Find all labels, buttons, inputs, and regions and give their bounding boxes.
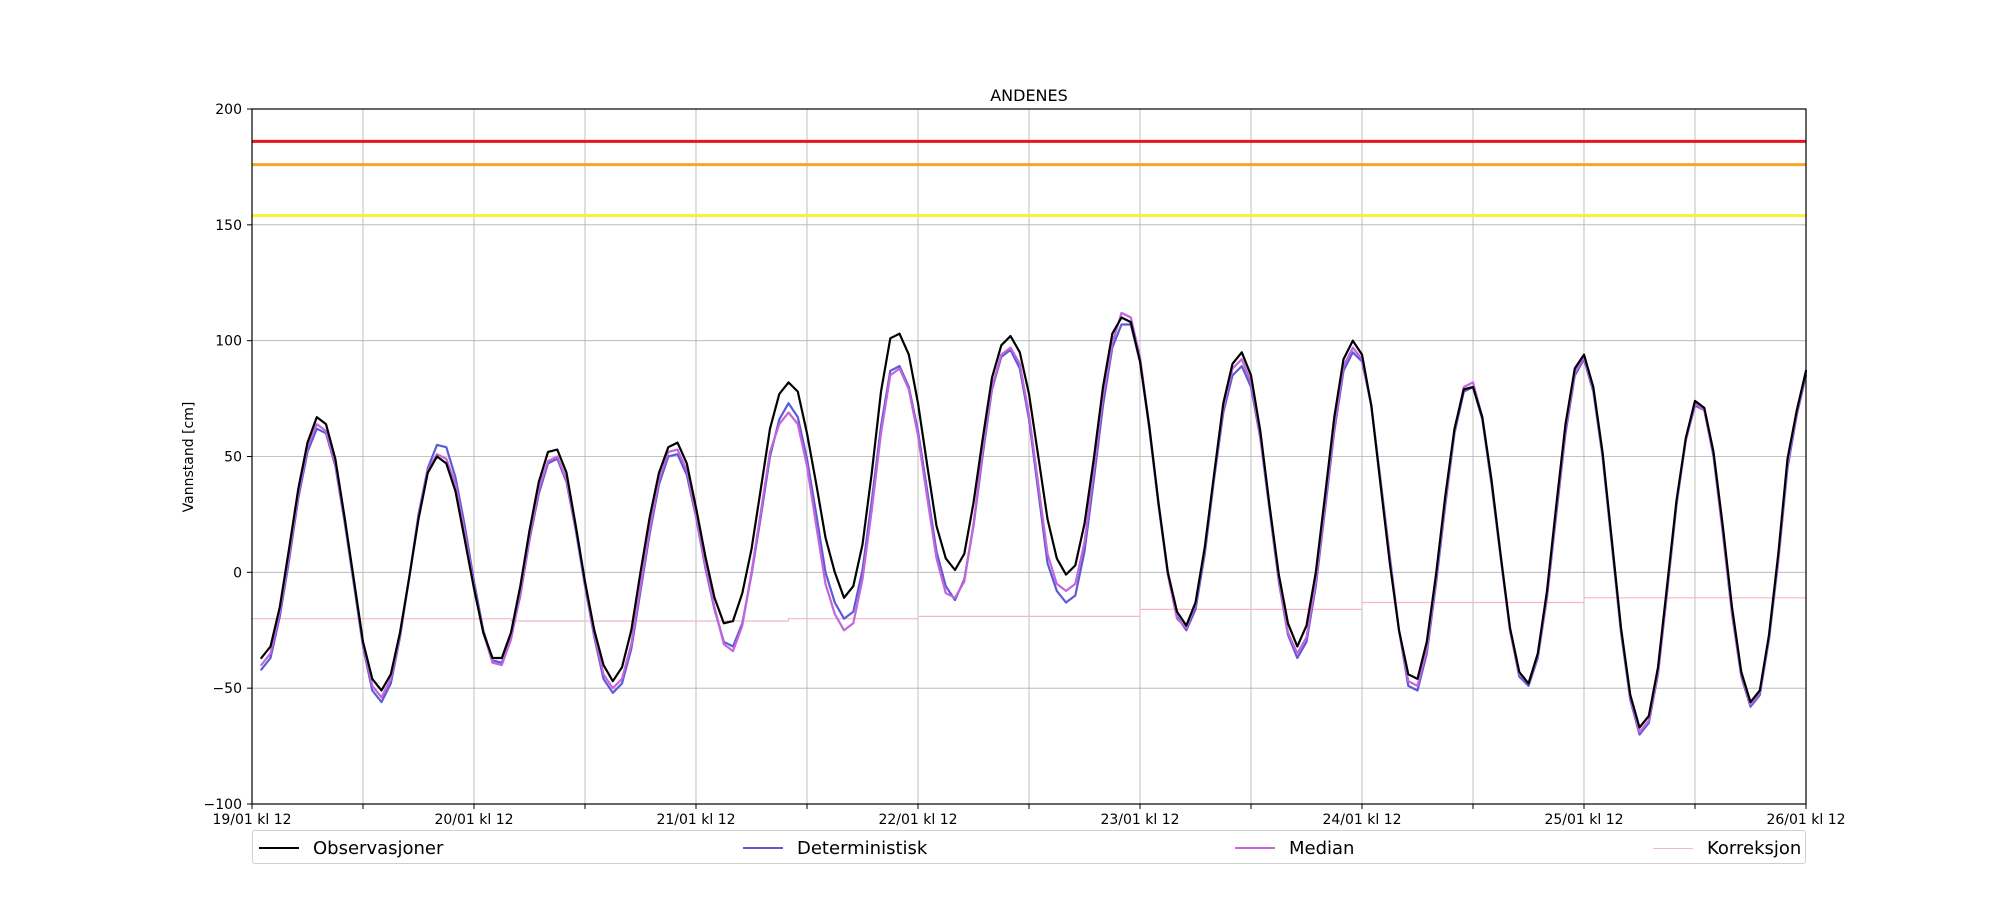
x-tick-label: 21/01 kl 12 (656, 812, 735, 828)
y-tick-label: 50 (224, 450, 242, 466)
series-line-deterministisk (260, 323, 1808, 736)
legend-swatch-observasjoner (259, 847, 299, 849)
y-tick-label: −50 (212, 681, 242, 697)
legend: Observasjoner Deterministisk Median Korr… (252, 830, 1806, 864)
legend-label-median: Median (1289, 837, 1355, 859)
x-tick-label: 19/01 kl 12 (212, 812, 291, 828)
y-tick-label: 150 (215, 218, 242, 234)
legend-label-korreksjon: Korreksjon (1707, 837, 1802, 859)
legend-label-deterministisk: Deterministisk (797, 837, 928, 859)
legend-label-observasjoner: Observasjoner (313, 837, 444, 859)
legend-item-observasjoner: Observasjoner (259, 831, 443, 865)
y-ticks: −100 −50 0 50 100 150 200 (204, 102, 252, 813)
x-ticks: 19/01 kl 12 20/01 kl 12 21/01 kl 12 22/01 k… (212, 804, 1846, 828)
legend-swatch-median (1235, 847, 1275, 849)
legend-item-deterministisk: Deterministisk (743, 831, 927, 865)
legend-swatch-deterministisk (743, 847, 783, 849)
x-tick-label: 24/01 kl 12 (1322, 812, 1401, 828)
legend-item-korreksjon: Korreksjon (1653, 831, 1801, 865)
x-tick-label: 26/01 kl 12 (1766, 812, 1845, 828)
y-tick-label: 100 (215, 334, 242, 350)
legend-item-median: Median (1235, 831, 1354, 865)
y-tick-label: 200 (215, 102, 242, 118)
y-tick-label: −100 (204, 797, 242, 813)
threshold-lines (252, 139, 1806, 218)
series-lines (251, 311, 1808, 736)
y-tick-label: 0 (233, 565, 242, 581)
x-tick-label: 25/01 kl 12 (1544, 812, 1623, 828)
x-tick-label: 23/01 kl 12 (1100, 812, 1179, 828)
chart-title: ANDENES (990, 86, 1068, 105)
y-axis-label: Vannstand [cm] (181, 402, 197, 513)
series-line-observasjoner (260, 316, 1808, 729)
x-tick-label: 22/01 kl 12 (878, 812, 957, 828)
x-tick-label: 20/01 kl 12 (434, 812, 513, 828)
legend-swatch-korreksjon (1653, 847, 1693, 849)
grid (251, 108, 1807, 805)
